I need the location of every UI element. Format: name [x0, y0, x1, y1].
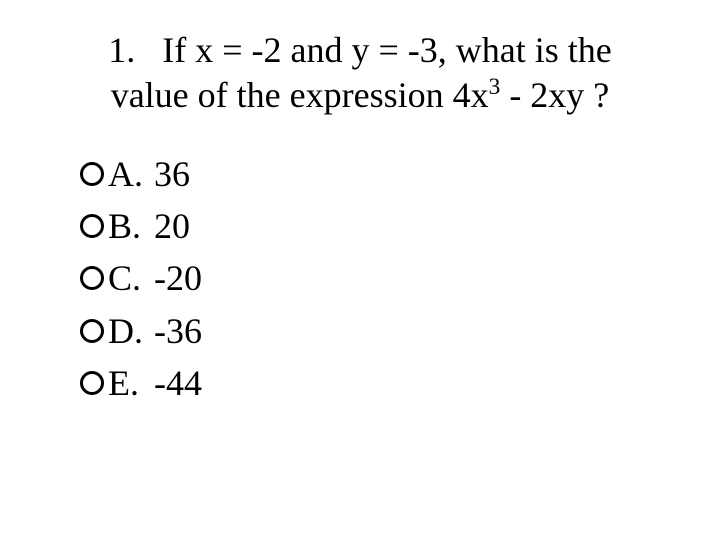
option-value: -44 — [154, 357, 202, 409]
radio-icon — [80, 214, 104, 238]
option-value: 20 — [154, 200, 190, 252]
radio-icon — [80, 319, 104, 343]
option-label: C. — [108, 252, 154, 304]
option-label: B. — [108, 200, 154, 252]
options-list: A. 36 B. 20 C. -20 D. -36 E. -44 — [80, 148, 670, 409]
option-value: 36 — [154, 148, 190, 200]
option-value: -20 — [154, 252, 202, 304]
radio-icon — [80, 266, 104, 290]
question-line1: If x = -2 and y = -3, what is the — [162, 30, 612, 70]
radio-icon — [80, 162, 104, 186]
question-line2b: - 2xy ? — [500, 75, 609, 115]
option-value: -36 — [154, 305, 202, 357]
option-a[interactable]: A. 36 — [80, 148, 670, 200]
question-exponent: 3 — [489, 74, 501, 100]
option-label: E. — [108, 357, 154, 409]
slide-container: 1. If x = -2 and y = -3, what is the val… — [0, 0, 720, 540]
option-b[interactable]: B. 20 — [80, 200, 670, 252]
option-e[interactable]: E. -44 — [80, 357, 670, 409]
question-line2a: value of the expression 4x — [111, 75, 489, 115]
option-d[interactable]: D. -36 — [80, 305, 670, 357]
option-label: A. — [108, 148, 154, 200]
radio-icon — [80, 371, 104, 395]
question-text: 1. If x = -2 and y = -3, what is the val… — [60, 28, 660, 118]
option-label: D. — [108, 305, 154, 357]
option-c[interactable]: C. -20 — [80, 252, 670, 304]
question-number: 1. — [108, 30, 135, 70]
